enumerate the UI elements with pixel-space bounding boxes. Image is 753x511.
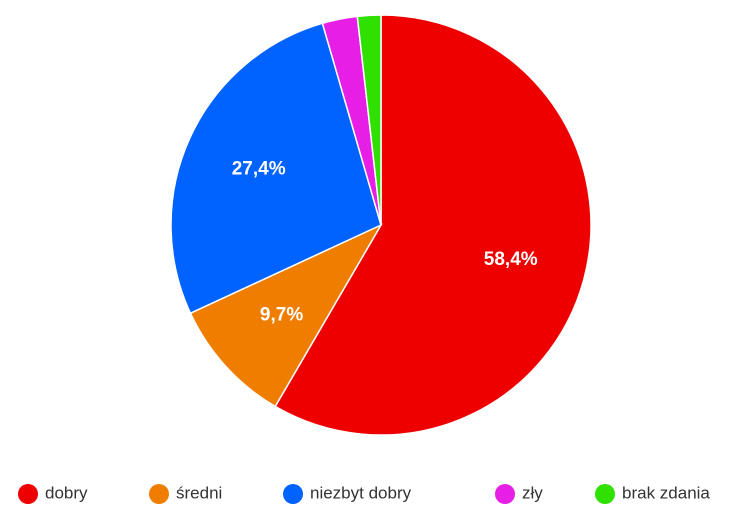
- legend-swatch-brak-zdania: [595, 484, 615, 504]
- pie-slice-sredni: [189, 223, 383, 408]
- legend-item-sredni: średni: [149, 483, 222, 504]
- legend: dobry średni niezbyt dobry zły brak zdania: [18, 483, 710, 504]
- pie-slice-niezbyt-dobry: [170, 22, 382, 315]
- legend-item-niezbyt-dobry: niezbyt dobry: [283, 483, 412, 504]
- legend-label-sredni: średni: [176, 483, 222, 502]
- pie-slice-labels: 58,4% 9,7% 27,4%: [232, 158, 538, 325]
- legend-item-dobry: dobry: [18, 483, 88, 504]
- legend-label-brak-zdania: brak zdania: [622, 483, 710, 502]
- legend-swatch-zly: [495, 484, 515, 504]
- pie-slice-dobry: [274, 14, 592, 436]
- legend-swatch-dobry: [18, 484, 38, 504]
- legend-swatch-niezbyt-dobry: [283, 484, 303, 504]
- slice-label-sredni: 9,7%: [260, 304, 303, 325]
- legend-label-zly: zły: [522, 483, 543, 502]
- legend-label-niezbyt-dobry: niezbyt dobry: [310, 483, 412, 502]
- pie-slice-brak-zdania: [356, 14, 382, 226]
- legend-swatch-sredni: [149, 484, 169, 504]
- legend-item-brak-zdania: brak zdania: [595, 483, 710, 504]
- pie-slices: [170, 14, 592, 436]
- legend-item-zly: zły: [495, 483, 543, 504]
- legend-label-dobry: dobry: [45, 483, 88, 502]
- slice-label-dobry: 58,4%: [484, 249, 538, 270]
- slice-label-niezbyt-dobry: 27,4%: [232, 158, 286, 179]
